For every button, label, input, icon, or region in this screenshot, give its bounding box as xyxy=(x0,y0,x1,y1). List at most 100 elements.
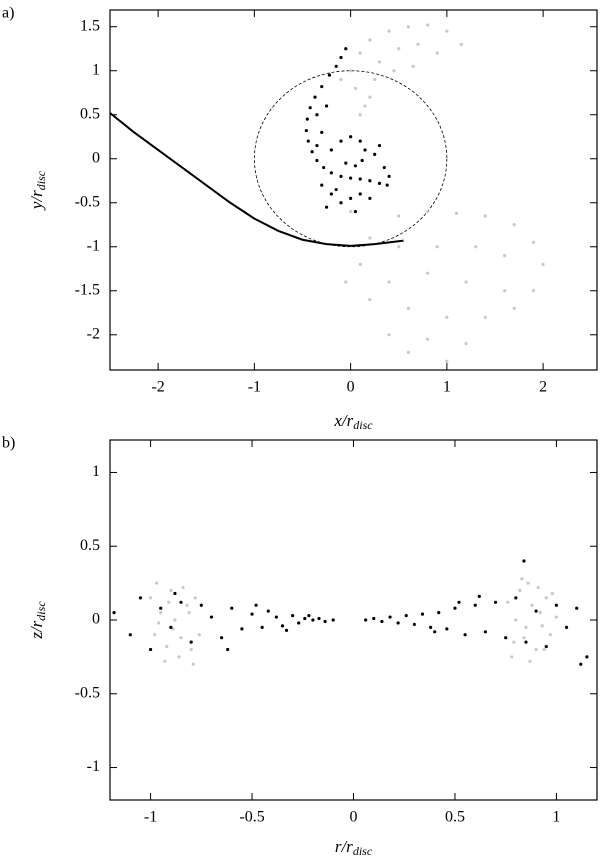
particle xyxy=(358,192,362,196)
particle xyxy=(512,306,516,310)
particle xyxy=(159,611,163,615)
particle xyxy=(554,615,559,619)
particle xyxy=(310,150,314,154)
particle xyxy=(313,95,317,99)
y-tick-label: 0.5 xyxy=(80,105,100,122)
particle xyxy=(575,606,579,610)
particle xyxy=(493,600,498,604)
y-tick-label: -0.5 xyxy=(75,684,100,701)
particle xyxy=(445,315,449,319)
particle xyxy=(324,104,329,108)
particle xyxy=(503,253,507,258)
particle xyxy=(284,628,289,632)
particle xyxy=(538,611,542,615)
x-tick-label: 1 xyxy=(552,809,560,826)
particle xyxy=(445,627,449,631)
particle xyxy=(426,209,430,214)
particle xyxy=(368,236,372,240)
x-axis-label-main: r/r xyxy=(335,837,353,856)
particle xyxy=(426,271,430,275)
particle xyxy=(426,23,430,27)
particle xyxy=(169,588,173,593)
particle xyxy=(327,73,332,77)
particle xyxy=(148,596,153,600)
particle xyxy=(426,337,430,341)
particle xyxy=(435,51,439,55)
particle xyxy=(163,659,167,663)
particle xyxy=(291,613,295,618)
particle xyxy=(397,47,401,51)
particle xyxy=(542,647,546,652)
particle xyxy=(197,633,201,637)
x-tick-label: 0 xyxy=(350,809,358,826)
x-tick-label: -2 xyxy=(151,379,164,396)
particle xyxy=(311,618,315,622)
y-tick-label: -1 xyxy=(87,237,100,254)
particle xyxy=(368,179,372,183)
particle xyxy=(349,135,353,139)
particle xyxy=(387,29,391,33)
particle xyxy=(349,69,353,73)
particle xyxy=(173,618,177,622)
particle xyxy=(324,205,329,209)
particle xyxy=(329,171,333,175)
particle xyxy=(209,615,214,619)
particle xyxy=(250,612,254,616)
particle xyxy=(534,609,538,613)
particle xyxy=(159,606,163,610)
panel-label: a) xyxy=(2,5,14,22)
particle xyxy=(303,616,307,621)
particle xyxy=(148,647,153,652)
particle xyxy=(464,280,468,284)
particle xyxy=(514,618,518,622)
particle xyxy=(173,591,177,596)
particle xyxy=(304,128,308,133)
particle xyxy=(344,47,348,51)
particle xyxy=(112,611,116,615)
particle xyxy=(179,636,183,640)
particle xyxy=(377,181,382,185)
y-tick-label: -1.5 xyxy=(75,281,100,298)
particle xyxy=(368,196,372,200)
y-axis-label-main: z/r xyxy=(27,620,46,639)
particle xyxy=(193,596,197,600)
particle xyxy=(372,616,376,621)
particle xyxy=(531,289,536,293)
particle xyxy=(344,161,348,165)
y-tick-label: 1 xyxy=(92,463,100,480)
particle xyxy=(483,315,487,319)
particle xyxy=(358,262,362,266)
particle xyxy=(477,594,481,598)
x-axis-label-sub: disc xyxy=(353,418,373,432)
particle xyxy=(189,647,193,652)
particle xyxy=(322,165,326,170)
particle xyxy=(306,139,310,143)
particle xyxy=(329,148,333,152)
particle xyxy=(411,64,415,68)
particle xyxy=(412,622,416,627)
particle xyxy=(339,77,343,82)
particle xyxy=(530,603,534,607)
particle xyxy=(536,585,540,590)
particle xyxy=(165,644,169,649)
particle xyxy=(363,148,367,152)
particle xyxy=(483,214,487,218)
particle xyxy=(473,603,477,607)
particle xyxy=(540,624,544,628)
particle xyxy=(308,106,312,110)
particle xyxy=(522,559,526,563)
particle xyxy=(169,625,173,629)
particle xyxy=(454,211,459,215)
x-axis-label: r/rdisc xyxy=(335,837,373,858)
particle xyxy=(339,139,343,143)
particle xyxy=(220,636,224,640)
particle xyxy=(315,143,319,148)
particle xyxy=(463,633,467,637)
particle xyxy=(564,625,569,629)
y-tick-label: -2 xyxy=(87,325,100,342)
x-tick-label: -1 xyxy=(144,809,157,826)
particle xyxy=(368,297,372,302)
particle xyxy=(331,618,335,622)
